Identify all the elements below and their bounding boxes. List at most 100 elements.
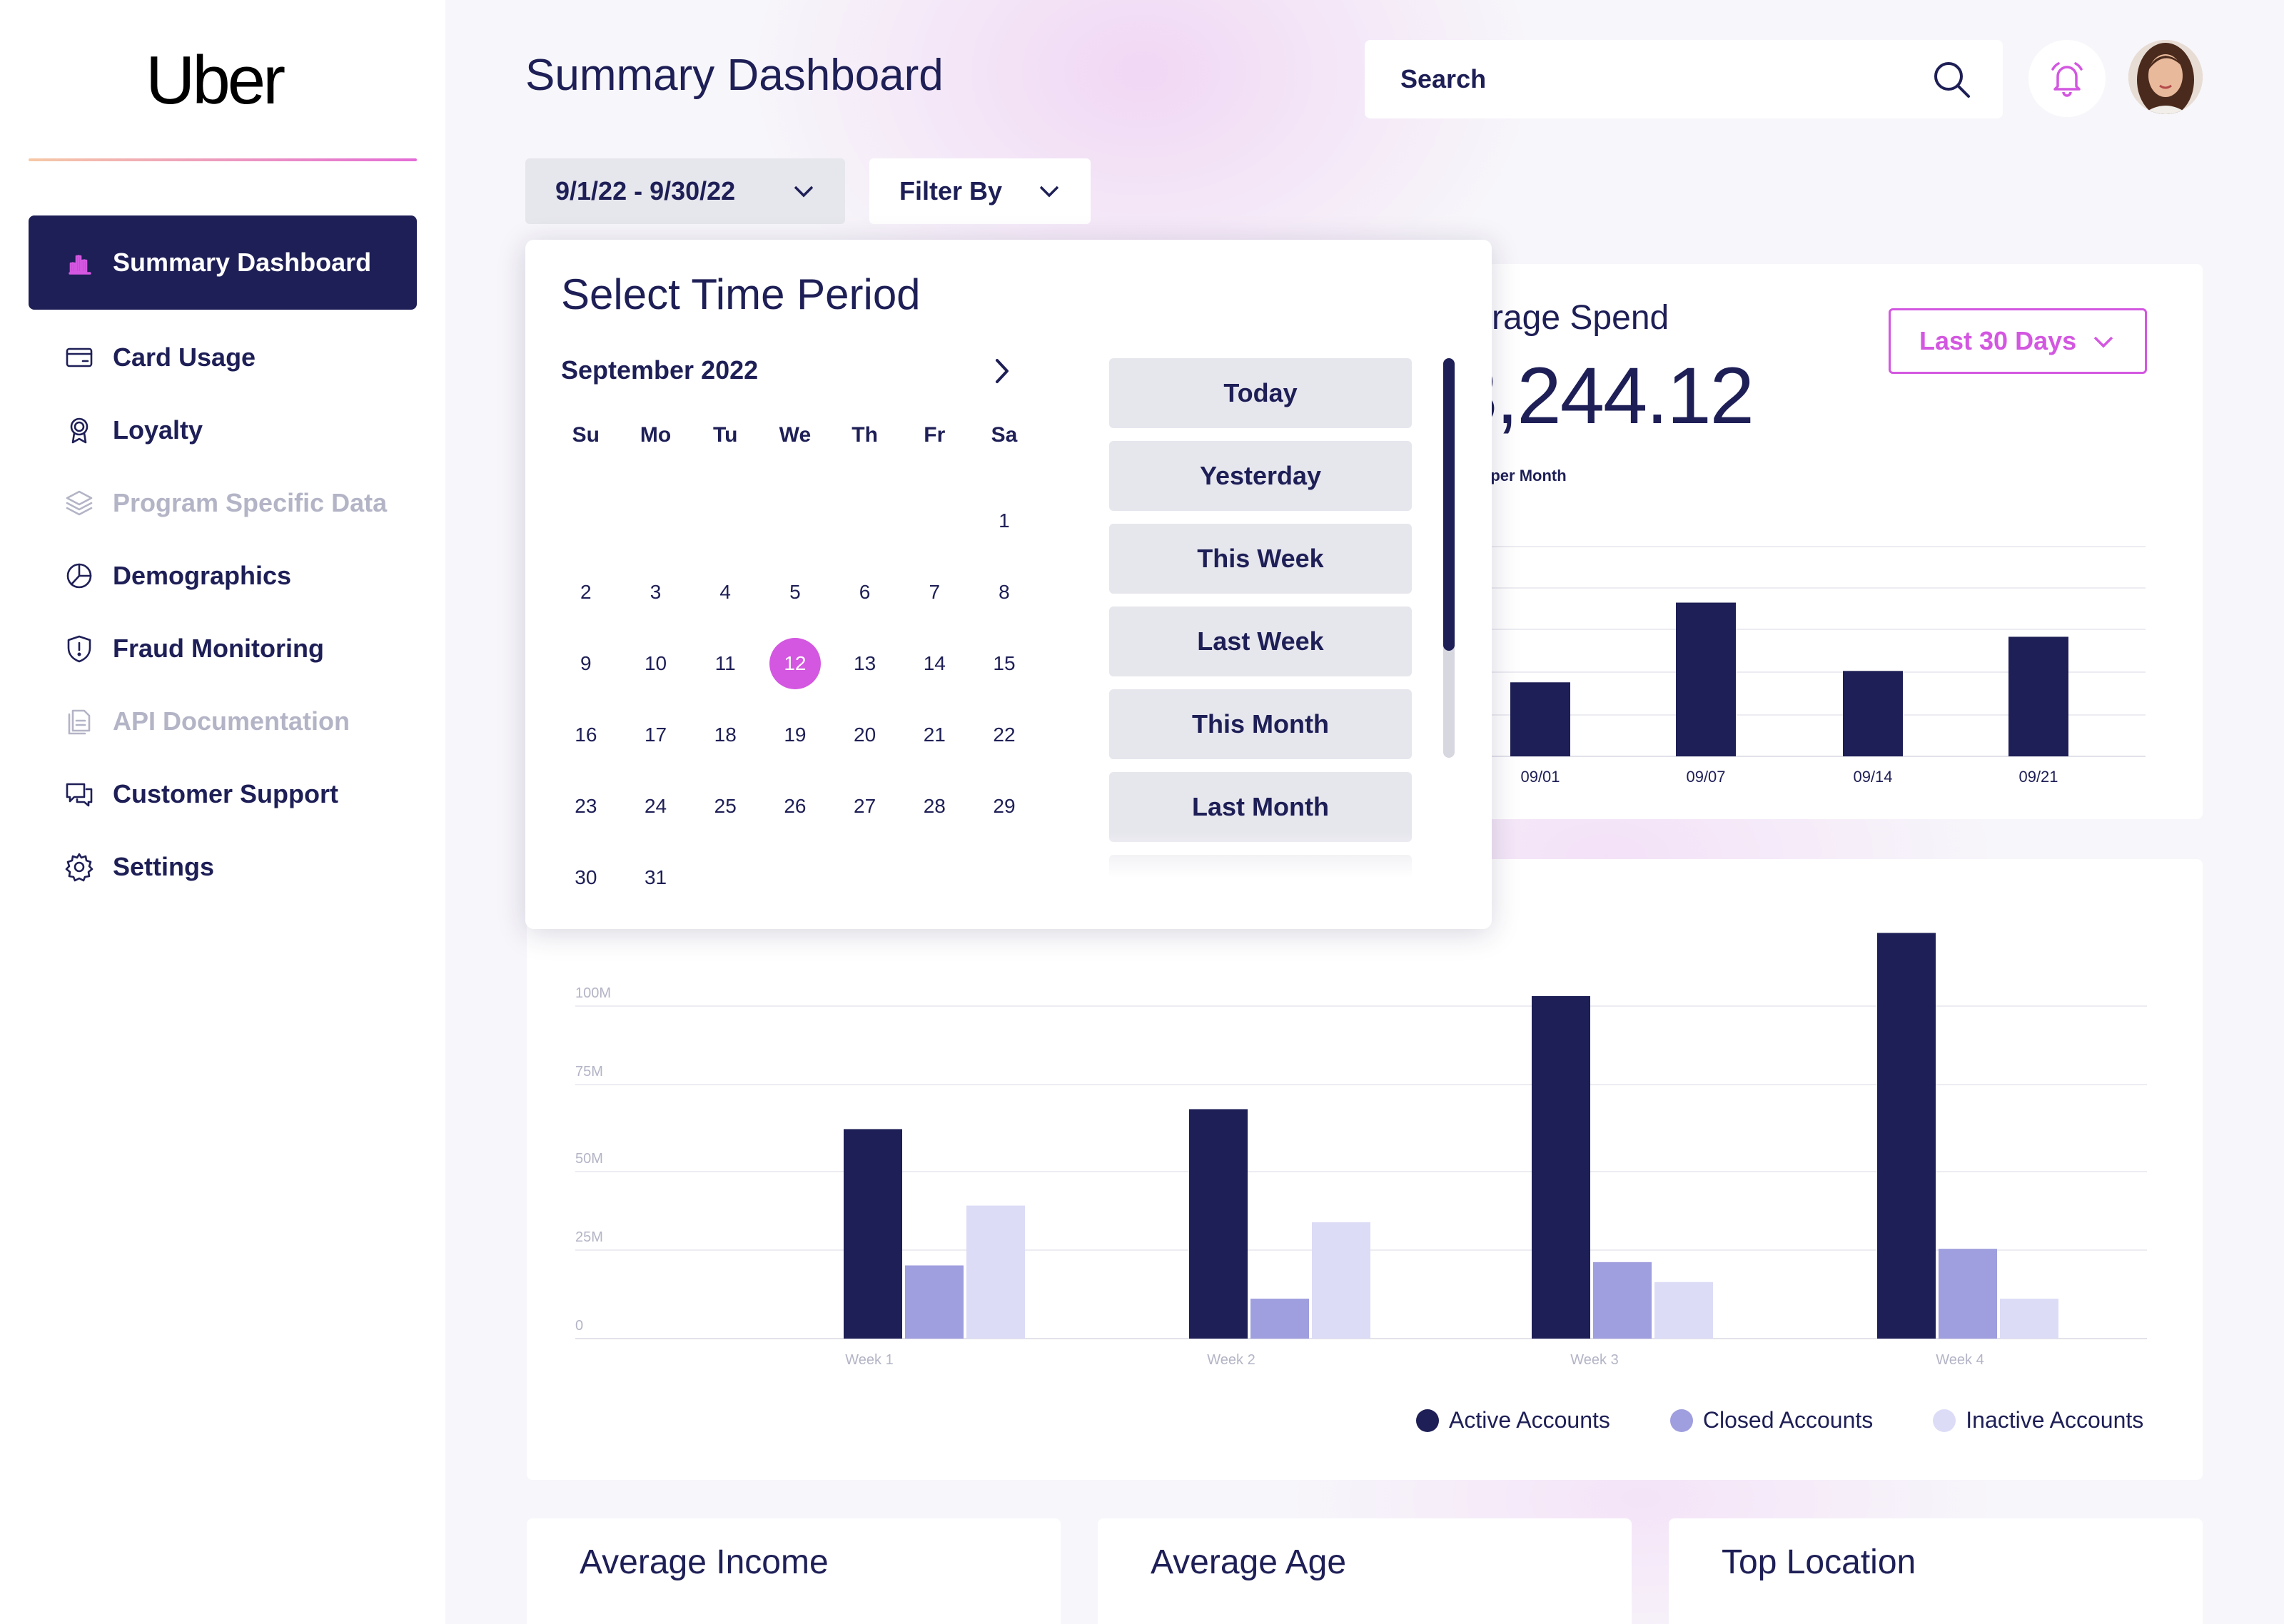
calendar-empty-cell (899, 495, 969, 547)
calendar-day[interactable]: 11 (690, 638, 760, 689)
calendar-day[interactable]: 10 (621, 638, 691, 689)
period-select[interactable]: Last 30 Days (1889, 308, 2147, 374)
avatar[interactable] (2128, 40, 2203, 114)
calendar-day[interactable]: 29 (969, 781, 1039, 832)
x-tick-label: 09/01 (1520, 768, 1560, 786)
y-tick-label: 50M (575, 1151, 603, 1167)
bar-active-accounts[interactable] (844, 1129, 902, 1339)
date-picker-popover: Select Time Period September 2022 Su Mo Tu… (525, 240, 1492, 929)
calendar-day[interactable]: 14 (899, 638, 969, 689)
search-icon[interactable] (1931, 59, 1971, 99)
calendar-day[interactable]: 9 (551, 638, 621, 689)
calendar-day[interactable]: 30 (551, 852, 621, 903)
calendar-day[interactable]: 24 (621, 781, 691, 832)
calendar-day-number: 17 (644, 724, 667, 746)
sidebar-item-program-specific-data[interactable]: Program Specific Data (29, 467, 417, 539)
calendar-day[interactable]: 27 (830, 781, 900, 832)
sidebar-item-label: Summary Dashboard (113, 248, 372, 277)
notifications-button[interactable] (2028, 40, 2106, 117)
calendar-day[interactable]: 2 (551, 567, 621, 618)
bar-inactive-accounts[interactable] (2000, 1299, 2058, 1339)
calendar-day[interactable]: 18 (690, 709, 760, 761)
chevron-down-icon (1039, 186, 1059, 198)
calendar-day-number: 10 (644, 652, 667, 674)
sidebar-item-label: Loyalty (113, 415, 203, 445)
spend-bar[interactable] (1843, 671, 1903, 756)
chart-legend: Active Accounts Closed Accounts Inactive A… (1416, 1407, 2143, 1433)
sidebar-item-customer-support[interactable]: Customer Support (29, 758, 417, 831)
weekday-label: Su (572, 423, 600, 447)
quick-option-this-week[interactable]: This Week (1109, 524, 1412, 594)
calendar-day[interactable]: 8 (969, 567, 1039, 618)
quick-option-last-month[interactable]: Last Month (1109, 772, 1412, 842)
sidebar-item-settings[interactable]: Settings (29, 831, 417, 903)
scrollbar[interactable] (1443, 358, 1455, 758)
calendar-day[interactable]: 13 (830, 638, 900, 689)
calendar-day-selected[interactable]: 12 (760, 638, 830, 689)
bar-closed-accounts[interactable] (1939, 1249, 1997, 1339)
calendar-day[interactable]: 22 (969, 709, 1039, 761)
bar-active-accounts[interactable] (1877, 933, 1936, 1339)
calendar-day-number: 14 (923, 652, 946, 674)
quick-option-yesterday[interactable]: Yesterday (1109, 441, 1412, 511)
weekday-label: Th (852, 423, 878, 447)
legend-item[interactable]: Closed Accounts (1669, 1407, 1873, 1433)
top-location-title: Top Location (1722, 1543, 1916, 1581)
uber-logo[interactable]: Uber (146, 42, 286, 118)
sidebar-item-label: Program Specific Data (113, 488, 388, 517)
calendar-day-number: 1 (999, 509, 1010, 532)
bar-closed-accounts[interactable] (905, 1265, 964, 1339)
calendar-day[interactable]: 1 (969, 495, 1039, 547)
sidebar-item-summary-dashboard[interactable]: Summary Dashboard (29, 215, 417, 310)
spend-bar[interactable] (2008, 636, 2068, 756)
average-income-card: Average Income (527, 1518, 1061, 1624)
quick-option-this-month[interactable]: This Month (1109, 689, 1412, 759)
calendar-day[interactable]: 25 (690, 781, 760, 832)
filter-by-select[interactable]: Filter By (869, 158, 1091, 224)
sidebar-item-card-usage[interactable]: Card Usage (29, 321, 417, 394)
calendar-day[interactable]: 4 (690, 567, 760, 618)
weekday-label: Sa (991, 423, 1018, 447)
bar-closed-accounts[interactable] (1593, 1262, 1652, 1339)
next-month-icon[interactable] (985, 354, 1019, 388)
calendar-day[interactable]: 20 (830, 709, 900, 761)
date-range-select[interactable]: 9/1/22 - 9/30/22 (525, 158, 845, 224)
legend-item[interactable]: Inactive Accounts (1933, 1407, 2143, 1433)
calendar-day[interactable]: 5 (760, 567, 830, 618)
bar-closed-accounts[interactable] (1250, 1299, 1309, 1339)
quick-option-today[interactable]: Today (1109, 358, 1412, 428)
calendar-day[interactable]: 16 (551, 709, 621, 761)
search-input[interactable]: Search (1365, 40, 2003, 118)
calendar-day[interactable]: 21 (899, 709, 969, 761)
calendar-day[interactable]: 31 (621, 852, 691, 903)
sidebar-item-loyalty[interactable]: Loyalty (29, 394, 417, 467)
calendar-day[interactable]: 3 (621, 567, 691, 618)
legend-item[interactable]: Active Accounts (1416, 1407, 1610, 1433)
bar-active-accounts[interactable] (1189, 1109, 1248, 1339)
bar-inactive-accounts[interactable] (966, 1205, 1025, 1339)
calendar-day[interactable]: 19 (760, 709, 830, 761)
calendar-day[interactable]: 15 (969, 638, 1039, 689)
spend-bar[interactable] (1510, 682, 1570, 756)
calendar-day-number: 15 (993, 652, 1016, 674)
sidebar-item-demographics[interactable]: Demographics (29, 539, 417, 612)
calendar-day[interactable]: 26 (760, 781, 830, 832)
average-age-card: Average Age (1098, 1518, 1632, 1624)
bar-inactive-accounts[interactable] (1312, 1222, 1370, 1339)
sidebar-item-fraud-monitoring[interactable]: Fraud Monitoring (29, 612, 417, 685)
quick-option-last-week[interactable]: Last Week (1109, 607, 1412, 676)
calendar-day[interactable]: 23 (551, 781, 621, 832)
bar-active-accounts[interactable] (1532, 996, 1590, 1339)
sidebar-item-api-documentation[interactable]: API Documentation (29, 685, 417, 758)
calendar-day[interactable]: 7 (899, 567, 969, 618)
spend-bar[interactable] (1676, 602, 1736, 756)
x-tick-label: Week 2 (1207, 1352, 1255, 1368)
weekday-label: Fr (924, 423, 946, 447)
average-spend-card: rage Spend 3,244.12 e per Month Last 30 … (1399, 264, 2203, 819)
calendar-day[interactable]: 17 (621, 709, 691, 761)
scrollbar-thumb[interactable] (1443, 358, 1455, 651)
calendar-day[interactable]: 28 (899, 781, 969, 832)
sidebar-item-label: Fraud Monitoring (113, 634, 324, 663)
calendar-day[interactable]: 6 (830, 567, 900, 618)
bar-inactive-accounts[interactable] (1654, 1282, 1713, 1339)
